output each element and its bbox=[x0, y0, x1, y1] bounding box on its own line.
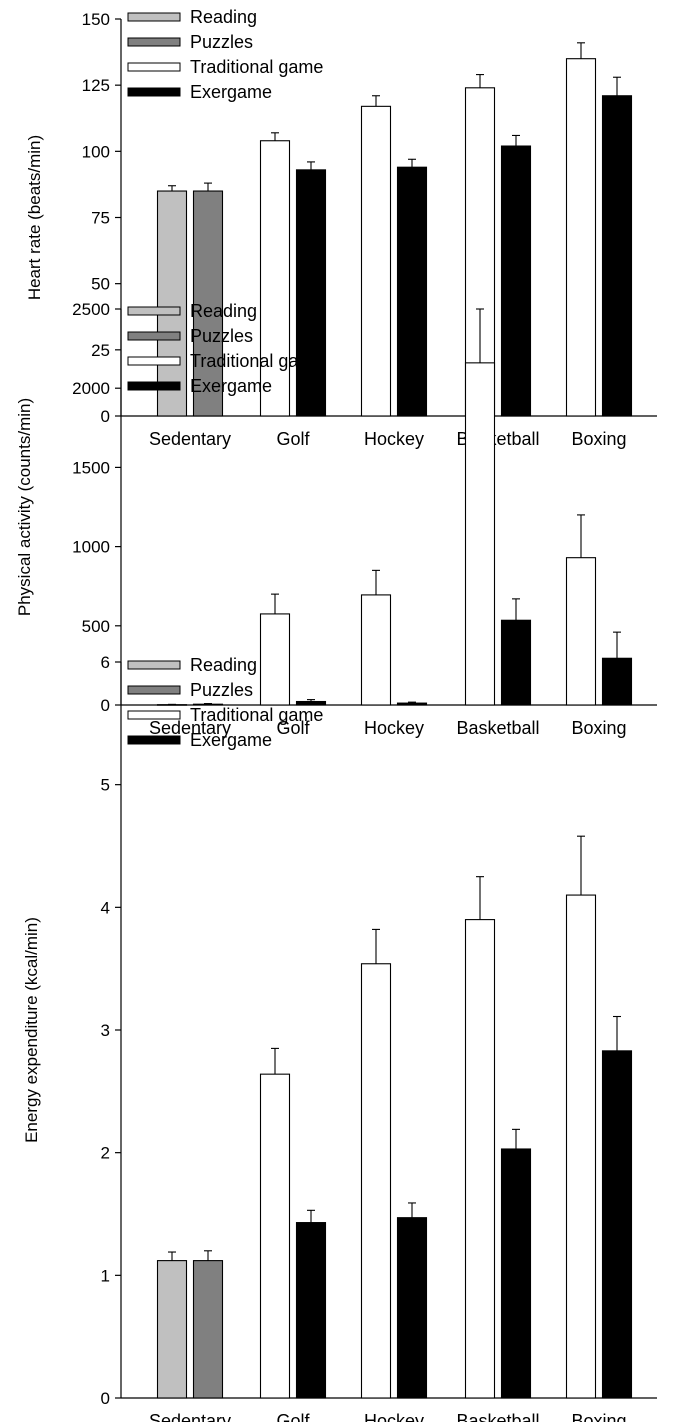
legend-swatch bbox=[127, 62, 181, 72]
legend-entry: Puzzles bbox=[190, 680, 253, 700]
legend-swatch bbox=[127, 306, 181, 316]
bar bbox=[464, 362, 496, 706]
bar bbox=[396, 1217, 428, 1399]
bar bbox=[192, 190, 224, 417]
legend-swatch bbox=[127, 381, 181, 391]
bar bbox=[500, 619, 532, 706]
bar bbox=[500, 145, 532, 417]
legend-entry: Puzzles bbox=[190, 32, 253, 52]
y-tick-label: 0 bbox=[101, 696, 110, 715]
legend-entry: Traditional game bbox=[190, 351, 323, 371]
legend-entry: Reading bbox=[190, 655, 257, 675]
bar bbox=[565, 557, 597, 706]
legend-entry: Traditional game bbox=[190, 705, 323, 725]
y-tick-label: 0 bbox=[101, 1389, 110, 1408]
legend-swatch bbox=[127, 660, 181, 670]
y-tick-label: 2000 bbox=[72, 379, 110, 398]
legend-swatch bbox=[127, 37, 181, 47]
legend-entry: Exergame bbox=[190, 82, 272, 102]
y-tick-label: 3 bbox=[101, 1021, 110, 1040]
legend: Reading Puzzles Traditional game Exergame bbox=[127, 655, 323, 750]
y-axis-label: Heart rate (beats/min) bbox=[25, 135, 44, 300]
y-tick-label: 2500 bbox=[72, 300, 110, 319]
y-tick-label: 150 bbox=[82, 10, 110, 29]
x-category-label: Boxing bbox=[571, 429, 626, 449]
legend: Reading Puzzles Traditional game Exergame bbox=[127, 301, 323, 396]
bar bbox=[601, 95, 633, 417]
bar bbox=[396, 166, 428, 417]
y-tick-label: 5 bbox=[101, 776, 110, 795]
bar bbox=[601, 657, 633, 706]
y-tick-label: 1500 bbox=[72, 458, 110, 477]
y-tick-label: 6 bbox=[101, 653, 110, 672]
legend-swatch bbox=[127, 331, 181, 341]
y-tick-label: 125 bbox=[82, 76, 110, 95]
bar bbox=[396, 702, 428, 706]
legend-swatch bbox=[127, 356, 181, 366]
legend-entry: Exergame bbox=[190, 730, 272, 750]
bar bbox=[156, 1260, 188, 1399]
y-tick-label: 1 bbox=[101, 1266, 110, 1285]
x-category-label: Boxing bbox=[571, 1411, 626, 1422]
bar bbox=[156, 190, 188, 417]
legend-entry: Reading bbox=[190, 301, 257, 321]
bar bbox=[192, 1260, 224, 1399]
y-tick-label: 500 bbox=[82, 617, 110, 636]
bar bbox=[565, 894, 597, 1399]
bar bbox=[360, 963, 392, 1399]
x-category-label: Boxing bbox=[571, 718, 626, 738]
bar bbox=[259, 140, 291, 417]
y-tick-label: 100 bbox=[82, 142, 110, 161]
x-category-label: Golf bbox=[276, 1411, 310, 1422]
x-category-label: Hockey bbox=[364, 429, 424, 449]
y-tick-label: 4 bbox=[101, 898, 110, 917]
legend: Reading Puzzles Traditional game Exergame bbox=[127, 7, 323, 102]
legend-swatch bbox=[127, 12, 181, 22]
x-category-label: Sedentary bbox=[149, 718, 231, 738]
x-category-label: Basketball bbox=[456, 718, 539, 738]
x-category-label: Hockey bbox=[364, 718, 424, 738]
legend-entry: Reading bbox=[190, 7, 257, 27]
x-category-label: Basketball bbox=[456, 1411, 539, 1422]
y-tick-label: 0 bbox=[101, 407, 110, 426]
x-category-label: Sedentary bbox=[149, 429, 231, 449]
legend-swatch bbox=[127, 710, 181, 720]
bar bbox=[464, 919, 496, 1399]
bar bbox=[295, 1222, 327, 1399]
y-tick-label: 50 bbox=[91, 275, 110, 294]
x-category-label: Golf bbox=[276, 429, 310, 449]
bar bbox=[295, 169, 327, 417]
y-tick-label: 75 bbox=[91, 209, 110, 228]
legend-swatch bbox=[127, 735, 181, 745]
x-category-label: Golf bbox=[276, 718, 310, 738]
legend-swatch bbox=[127, 87, 181, 97]
y-axis-label: Physical activity (counts/min) bbox=[15, 398, 34, 616]
chart-panel-3: 0 1 2 3 4 5 6 Energy expenditure (kcal/min) Sede… bbox=[22, 653, 657, 1422]
chart-panel-2: 0 500 1000 1500 2000 2500 Physical activity (c… bbox=[15, 300, 657, 738]
legend-entry: Puzzles bbox=[190, 326, 253, 346]
x-category-label: Sedentary bbox=[149, 1411, 231, 1422]
chart-panel-1: 0 25 50 75 100 125 150 Heart rate (beats/min) Se… bbox=[25, 7, 657, 449]
bar bbox=[360, 594, 392, 706]
y-tick-label: 2 bbox=[101, 1144, 110, 1163]
legend-entry: Exergame bbox=[190, 376, 272, 396]
y-tick-label: 1000 bbox=[72, 538, 110, 557]
bar bbox=[601, 1050, 633, 1399]
x-category-label: Hockey bbox=[364, 1411, 424, 1422]
y-tick-label: 25 bbox=[91, 341, 110, 360]
bar bbox=[500, 1148, 532, 1399]
bar bbox=[259, 613, 291, 706]
y-axis-label: Energy expenditure (kcal/min) bbox=[22, 917, 41, 1143]
legend-swatch bbox=[127, 685, 181, 695]
legend-entry: Traditional game bbox=[190, 57, 323, 77]
bar bbox=[565, 58, 597, 417]
bar bbox=[360, 105, 392, 417]
bar bbox=[259, 1073, 291, 1399]
